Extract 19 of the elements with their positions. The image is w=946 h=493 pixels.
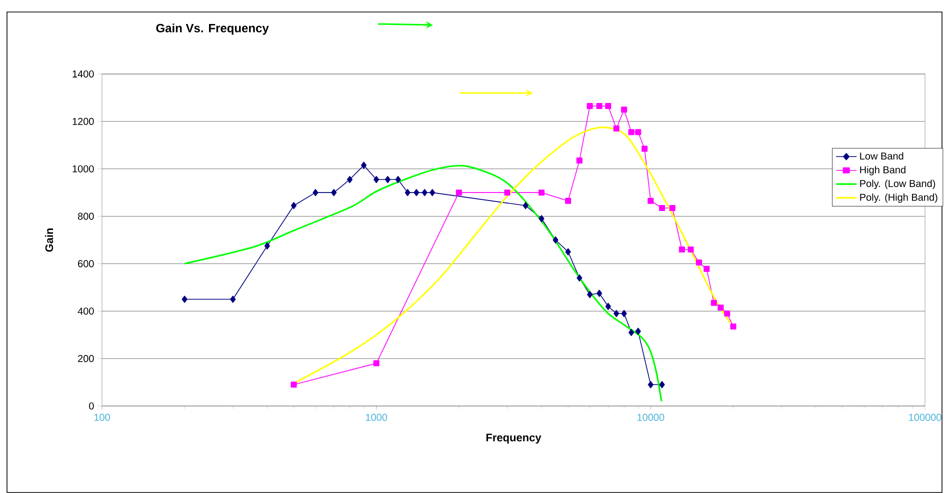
x-axis-title: Frequency xyxy=(486,434,542,444)
y-tick-label: 200 xyxy=(78,355,94,362)
y-tick-label: 1400 xyxy=(72,70,94,78)
y-tick-label: 800 xyxy=(78,212,94,220)
legend-label: High Band xyxy=(860,166,906,176)
x-tick-label: 100 xyxy=(94,414,110,421)
y-tick-label: 1200 xyxy=(72,118,94,125)
y-tick-label: 1000 xyxy=(72,165,94,172)
x-tick-label: 100000 xyxy=(909,414,942,421)
legend-label: Poly. (Low Band) xyxy=(860,180,936,190)
y-tick-label: 400 xyxy=(78,308,94,315)
x-tick-label: 1000 xyxy=(366,414,388,421)
x-tick-label: 10000 xyxy=(638,414,664,421)
y-tick-label: 0 xyxy=(89,402,94,410)
y-tick-label: 600 xyxy=(78,260,94,268)
legend-label: Poly. (High Band) xyxy=(860,193,938,203)
chart-title: Gain Vs. Frequency xyxy=(156,24,269,35)
legend-label: Low Band xyxy=(860,152,904,160)
y-axis-title: Gain xyxy=(45,228,54,252)
